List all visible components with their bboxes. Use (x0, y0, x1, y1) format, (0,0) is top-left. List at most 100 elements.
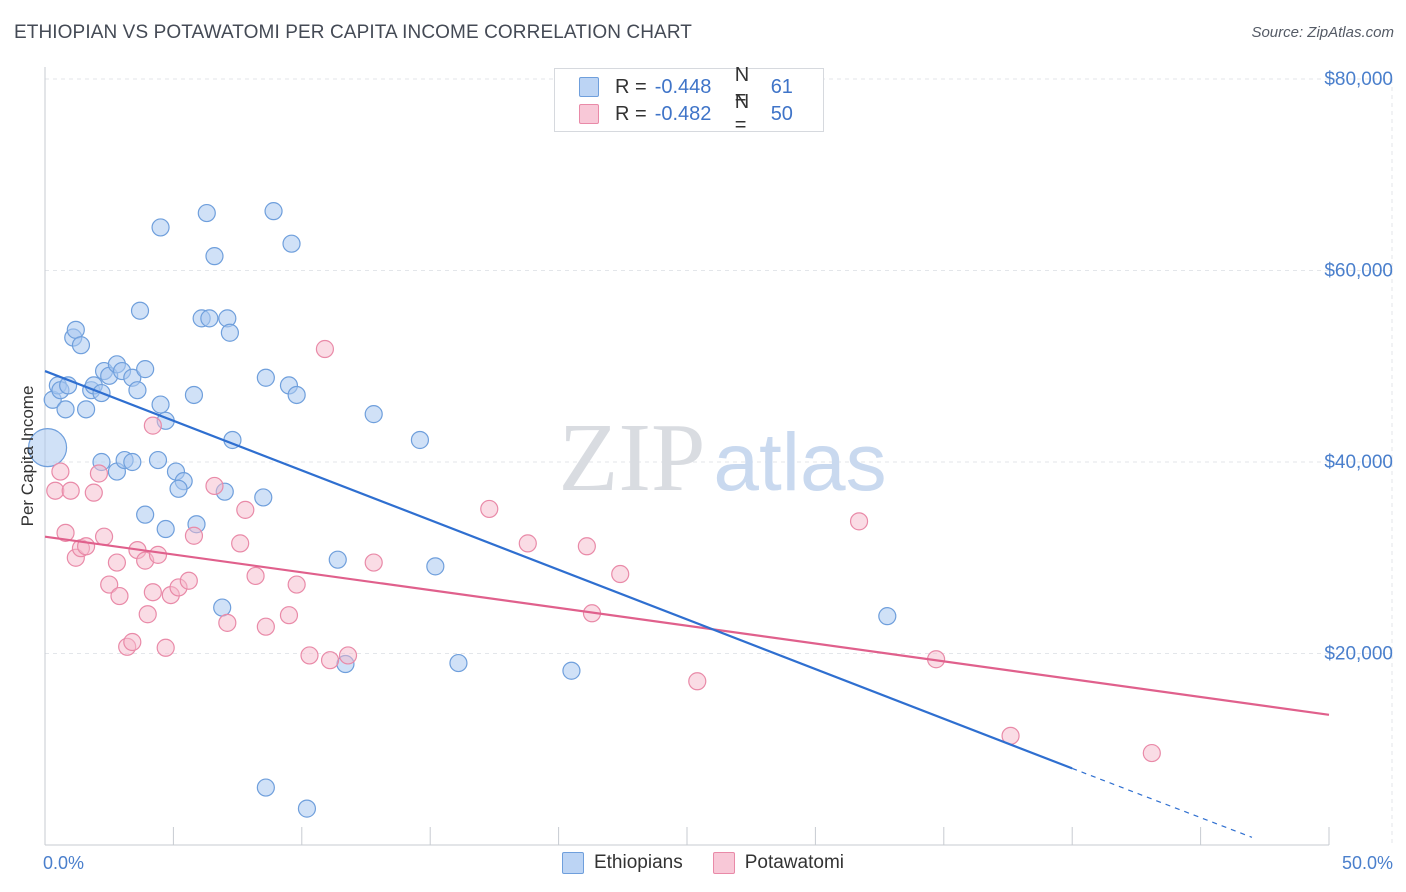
ethiopians-point (449, 653, 468, 673)
ethiopians-point (27, 428, 68, 468)
trend-lines (44, 370, 1330, 838)
potawatomi-point (148, 545, 168, 564)
potawatomi-point (320, 651, 340, 670)
ethiopians-point (66, 320, 85, 339)
potawatomi-point (688, 672, 707, 691)
ethiopians-point (76, 400, 96, 419)
series-legend: Ethiopians Potawatomi (0, 852, 1406, 874)
legend-r-value: -0.448 (654, 75, 712, 98)
potawatomi-point (577, 537, 596, 556)
legend-row-potawatomi: R = -0.482 N = 50 (579, 91, 793, 136)
ethiopians-legend-swatch (561, 852, 584, 874)
ethiopians-point (562, 661, 581, 680)
ethiopians-point (410, 430, 430, 450)
ethiopians-point (220, 323, 239, 342)
ethiopians-trend-extension (1071, 767, 1253, 838)
chart-title: ETHIOPIAN VS POTAWATOMI PER CAPITA INCOM… (14, 22, 693, 43)
potawatomi-point (156, 638, 175, 657)
potawatomi-point (56, 523, 75, 542)
legend-item-potawatomi[interactable]: Potawatomi (712, 852, 844, 874)
ethiopians-point (426, 557, 445, 576)
potawatomi-point (123, 632, 142, 652)
potawatomi-point (849, 512, 869, 531)
potawatomi-point (518, 534, 537, 553)
ethiopians-point (169, 479, 188, 498)
potawatomi-point (89, 464, 109, 483)
ethiopians-point (156, 519, 175, 539)
potawatomi-point (300, 646, 319, 665)
ethiopians-point (256, 368, 275, 387)
ethiopians-point (197, 203, 216, 223)
watermark-zip: ZIP (559, 404, 706, 512)
ethiopians-point (128, 381, 147, 400)
potawatomi-point (287, 575, 306, 594)
ethiopians-point (287, 385, 306, 405)
potawatomi-point (246, 566, 265, 586)
potawatomi-point (315, 339, 335, 359)
potawatomi-point (138, 605, 157, 624)
potawatomi-point (179, 571, 198, 590)
ethiopians-point (264, 202, 283, 221)
legend-label-ethiopians: Ethiopians (593, 852, 683, 873)
ethiopians-point (151, 218, 170, 237)
ethiopians-point (148, 450, 168, 470)
ethiopians-points (27, 202, 897, 818)
ethiopians-point (256, 778, 275, 797)
potawatomi-point (480, 499, 499, 519)
source-credit: Source: ZipAtlas.com (1251, 24, 1394, 41)
legend-row-ethiopians: R = -0.448 N = 61 (579, 64, 793, 109)
y-tick-label: $80,000 (1324, 69, 1393, 90)
potawatomi-point (236, 500, 255, 519)
x-tick-label: 0.0% (43, 853, 84, 873)
potawatomi-point (279, 606, 299, 625)
potawatomi-point (611, 564, 630, 584)
y-tick-label: $40,000 (1324, 452, 1393, 473)
potawatomi-point (205, 476, 224, 496)
potawatomi-point (231, 534, 250, 553)
y-tick-label: $20,000 (1324, 644, 1393, 665)
legend-n-value: 50 (770, 102, 793, 125)
potawatomi-point (76, 537, 96, 556)
ethiopians-point (71, 336, 91, 355)
potawatomi-point (46, 481, 65, 500)
potawatomi-swatch (579, 104, 599, 124)
potawatomi-point (256, 617, 275, 636)
ethiopians-point (282, 234, 301, 253)
x-tick-label: 50.0% (1342, 853, 1393, 873)
potawatomi-point (51, 462, 70, 481)
legend-n-label: N = (734, 91, 750, 136)
watermark: ZIP atlas (559, 404, 887, 512)
ethiopians-point (205, 247, 224, 266)
ethiopians-point (151, 395, 170, 414)
potawatomi-point (100, 575, 119, 594)
ethiopians-trend-line (44, 370, 1073, 770)
legend-n-value: 61 (770, 75, 793, 98)
ethiopians-point (328, 550, 347, 569)
legend-item-ethiopians[interactable]: Ethiopians (561, 852, 683, 874)
potawatomi-point (218, 613, 237, 632)
potawatomi-point (184, 526, 204, 545)
ethiopians-point (136, 505, 155, 524)
legend-label-potawatomi: Potawatomi (744, 852, 844, 873)
ethiopians-point (364, 405, 383, 424)
potawatomi-point (110, 586, 129, 606)
ethiopians-point (56, 400, 75, 419)
potawatomi-point (84, 483, 103, 502)
potawatomi-point (364, 553, 383, 572)
legend-r-label: R = (615, 75, 647, 98)
y-tick-label: $60,000 (1324, 261, 1393, 282)
potawatomi-points (46, 339, 1161, 763)
potawatomi-point (94, 527, 114, 546)
ethiopians-swatch (579, 77, 599, 97)
ethiopians-point (184, 385, 204, 405)
ethiopians-point (254, 488, 273, 507)
tick-labels: $20,000 $40,000 $60,000 $80,000 0.0% 50.0% (43, 69, 1393, 873)
watermark-atlas: atlas (713, 417, 886, 508)
potawatomi-legend-swatch (712, 852, 735, 874)
ethiopians-point (136, 360, 155, 379)
potawatomi-point (143, 416, 162, 435)
potawatomi-trend-line (44, 535, 1330, 716)
potawatomi-point (107, 553, 127, 572)
potawatomi-point (61, 481, 80, 500)
